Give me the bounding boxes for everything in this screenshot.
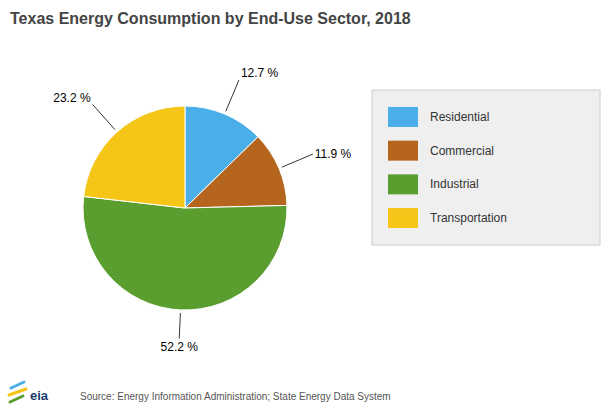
- leader-line: [179, 313, 180, 338]
- logo: eia: [9, 382, 49, 403]
- title: Texas Energy Consumption by End-Use Sect…: [10, 10, 411, 27]
- pie: [83, 106, 287, 310]
- leader-line: [226, 80, 239, 111]
- leader-line: [282, 154, 313, 167]
- legend-entry: Residential: [430, 110, 489, 124]
- logo-stroke: [10, 396, 23, 402]
- leader-line: [93, 105, 115, 130]
- data-label: 11.9 %: [315, 147, 352, 161]
- pie-slice: [84, 106, 185, 208]
- legend: Residential Commercial Industrial Transport…: [372, 90, 600, 245]
- legend-swatch: [388, 107, 418, 127]
- legend-box: [372, 90, 600, 245]
- data-label: 23.2 %: [53, 91, 91, 105]
- data-label: 12.7 %: [241, 66, 279, 80]
- legend-swatch: [388, 174, 418, 194]
- legend-swatch: [388, 141, 418, 161]
- logo-stroke: [11, 382, 24, 388]
- data-labels: 12.7 % 11.9 % 52.2 % 23.2 %: [53, 66, 351, 354]
- logo-text: eia: [30, 388, 49, 403]
- legend-swatch: [388, 208, 418, 228]
- source-note: Source: Energy Information Administratio…: [80, 391, 391, 402]
- logo-stroke: [9, 389, 26, 395]
- chart: Texas Energy Consumption by End-Use Sect…: [0, 0, 612, 408]
- pie-slice: [83, 196, 287, 310]
- data-label: 52.2 %: [161, 340, 199, 354]
- legend-entry: Transportation: [430, 211, 507, 225]
- legend-entry: Commercial: [430, 144, 494, 158]
- pie-slice: [185, 137, 287, 208]
- legend-entry: Industrial: [430, 177, 479, 191]
